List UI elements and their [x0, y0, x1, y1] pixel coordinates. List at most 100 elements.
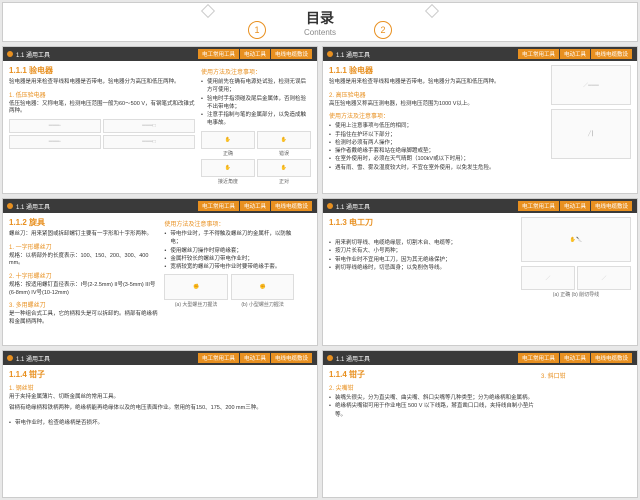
topbar: 1.1 通用工具 电工常用工具 电动工具 电线电缆敷设: [323, 47, 637, 61]
tabs: 电工常用工具 电动工具 电线电缆敷设: [518, 353, 633, 363]
toc-num-2: 2: [374, 21, 392, 39]
caption: 正确: [201, 150, 255, 157]
bullet-icon: [327, 203, 333, 209]
intro: 验电器是用来检查导线和电器是否带电，验电器分为高压和低压两种。: [9, 79, 195, 87]
topbar: 1.1 通用工具 电工常用工具 电动工具 电线电缆敷设: [323, 199, 637, 213]
toc-title-cn: 目录: [304, 8, 336, 28]
section-label: 1.1 通用工具: [336, 354, 370, 363]
cut-image: ／: [577, 266, 631, 290]
caption: (a) 正确 (b) 削切导线: [521, 291, 631, 298]
caption: 接近角度: [201, 178, 255, 185]
list-item: 宽柄较宽的螺丝刀带电作业时要带绝缘手套。: [164, 263, 294, 271]
tab-3: 电线电缆敷设: [271, 201, 313, 211]
tab-1: 电工常用工具: [518, 49, 560, 59]
subhead: 使用方法及注意事项：: [201, 67, 311, 76]
list-item: 剥切导线绝缘时，切忌面身；以免削伤导线。: [329, 264, 515, 272]
hv-tester-image: ／═══: [551, 65, 631, 105]
usage-image: ✋: [257, 159, 311, 177]
bullet-icon: [7, 51, 13, 57]
tab-2: 电动工具: [560, 353, 591, 363]
subhead: 1. 一字形螺丝刀: [9, 242, 158, 251]
toc-num-1: 1: [248, 21, 266, 39]
tab-2: 电动工具: [560, 201, 591, 211]
list-item: 装嘴头很尖，分为直尖嘴、曲尖嘴、斜口尖嘴等几种类型；分为绝缘柄和金属柄。: [329, 394, 535, 402]
list-item: 检测时必须有两人操作；: [329, 139, 545, 147]
slide-2: 1.1 通用工具 电工常用工具 电动工具 电线电缆敷设 1.1.1 验电器 验电…: [322, 46, 638, 194]
subhead: 2. 十字形螺丝刀: [9, 271, 158, 280]
caption: 正对: [257, 178, 311, 185]
bullet-icon: [7, 355, 13, 361]
section-label: 1.1 通用工具: [336, 202, 370, 211]
tab-1: 电工常用工具: [198, 353, 240, 363]
section-label: 1.1 通用工具: [16, 50, 50, 59]
slide-title: 1.1.4 钳子: [9, 369, 311, 380]
bullet-icon: [7, 203, 13, 209]
toc-title-en: Contents: [304, 28, 336, 37]
list-item: 验电时手指须碰及尾后金属体，否则检验不出带电体；: [201, 95, 311, 112]
list-item: 使用螺丝刀操作时穿绝缘套；: [164, 247, 294, 255]
subhead: 3. 斜口钳: [541, 371, 631, 380]
knife-image: ✋🔪: [521, 217, 631, 262]
list-item: 在室外使用时，必须在天气晴朗（100kV或以下时用）；: [329, 155, 545, 163]
topbar: 1.1 通用工具 电工常用工具 电动工具 电线电缆敷设: [3, 47, 317, 61]
tool-image: ═══◦: [9, 119, 101, 133]
subhead: 使用方法及注意事项：: [164, 219, 294, 228]
usage-image: ✋: [257, 131, 311, 149]
tabs: 电工常用工具 电动工具 电线电缆敷设: [198, 201, 313, 211]
slide-title: 1.1.1 验电器: [9, 65, 195, 76]
tab-2: 电动工具: [240, 353, 271, 363]
cut-image: ／: [521, 266, 575, 290]
caption: (a) 大型螺丝刀握法: [164, 301, 228, 308]
bullet-icon: [327, 51, 333, 57]
hex-deco: [201, 4, 215, 18]
tab-3: 电线电缆敷设: [271, 49, 313, 59]
subhead: 使用方法及注意事项：: [329, 111, 545, 120]
section-label: 1.1 通用工具: [16, 202, 50, 211]
slide-title: 1.1.4 钳子: [329, 369, 535, 380]
tab-1: 电工常用工具: [518, 201, 560, 211]
bullet-icon: [327, 355, 333, 361]
caption: 错误: [257, 150, 311, 157]
list-item: 绝缘柄尖嘴钳可用于作业电压 500 V 以下线路，掰直凿口口线，夹持线自制小垫片…: [329, 402, 535, 419]
para: 规格：以柄部外的长度表示：100、150、200、300、400 mm。: [9, 253, 158, 268]
list-item: 用来剥切导线、电缆绝缘层，切割木台、电缆等；: [329, 239, 515, 247]
section-label: 1.1 通用工具: [16, 354, 50, 363]
tab-3: 电线电缆敷设: [591, 353, 633, 363]
slide-4: 1.1 通用工具 电工常用工具 电动工具 电线电缆敷设 1.1.3 电工刀 用来…: [322, 198, 638, 346]
para: 高压验电器又称高压测电器，检测电压范围为1000 V以上。: [329, 101, 545, 109]
subhead: 1. 低压验电器: [9, 90, 195, 99]
subhead: 2. 尖嘴钳: [329, 383, 535, 392]
list-item: 操作者戴绝缘手套和站在绝缘脚蹬或垫；: [329, 147, 545, 155]
slide-5: 1.1 通用工具 电工常用工具 电动工具 电线电缆敷设 1.1.4 钳子 1. …: [2, 350, 318, 498]
header: 1 目录 Contents 2: [2, 2, 638, 42]
operator-image: ╱┃: [551, 109, 631, 159]
usage-image: ✋: [201, 131, 255, 149]
tool-image: ═══□: [103, 135, 195, 149]
tab-3: 电线电缆敷设: [591, 49, 633, 59]
slide-6: 1.1 通用工具 电工常用工具 电动工具 电线电缆敷设 1.1.4 钳子 2. …: [322, 350, 638, 498]
tab-2: 电动工具: [560, 49, 591, 59]
tabs: 电工常用工具 电动工具 电线电缆敷设: [518, 201, 633, 211]
tab-1: 电工常用工具: [198, 49, 240, 59]
topbar: 1.1 通用工具 电工常用工具 电动工具 电线电缆敷设: [3, 199, 317, 213]
list-item: 带电作业时，检查绝缘柄是否损坏。: [9, 419, 311, 427]
para: 是一种组合式工具，它的柄和头是可以拆卸的。柄部有绝缘柄和金属柄两种。: [9, 311, 158, 326]
tabs: 电工常用工具 电动工具 电线电缆敷设: [518, 49, 633, 59]
topbar: 1.1 通用工具 电工常用工具 电动工具 电线电缆敷设: [323, 351, 637, 365]
list-item: 手指住在护环以下部分；: [329, 131, 545, 139]
tabs: 电工常用工具 电动工具 电线电缆敷设: [198, 353, 313, 363]
topbar: 1.1 通用工具 电工常用工具 电动工具 电线电缆敷设: [3, 351, 317, 365]
tab-3: 电线电缆敷设: [591, 201, 633, 211]
para: 低压验电器：又称电笔，检测电压范围一般为60～500 V，有钢笔式和改锥式两种。: [9, 101, 195, 116]
slide-title: 1.1.1 验电器: [329, 65, 545, 76]
slide-3: 1.1 通用工具 电工常用工具 电动工具 电线电缆敷设 1.1.2 旋具 螺丝刀…: [2, 198, 318, 346]
tab-1: 电工常用工具: [198, 201, 240, 211]
tabs: 电工常用工具 电动工具 电线电缆敷设: [198, 49, 313, 59]
tool-image: ═══□: [103, 119, 195, 133]
list-item: 金属杆较长的螺丝刀带电作业时；: [164, 255, 294, 263]
list-item: 带电作业时，手不得触及螺丝刀的金属杆，以防触电；: [164, 230, 294, 247]
section-label: 1.1 通用工具: [336, 50, 370, 59]
para: 规格：按适用螺钉直径表示：I号(2-2.5mm) II号(3-5mm) III号…: [9, 282, 158, 297]
tab-2: 电动工具: [240, 49, 271, 59]
grip-image: ✊: [164, 274, 228, 300]
